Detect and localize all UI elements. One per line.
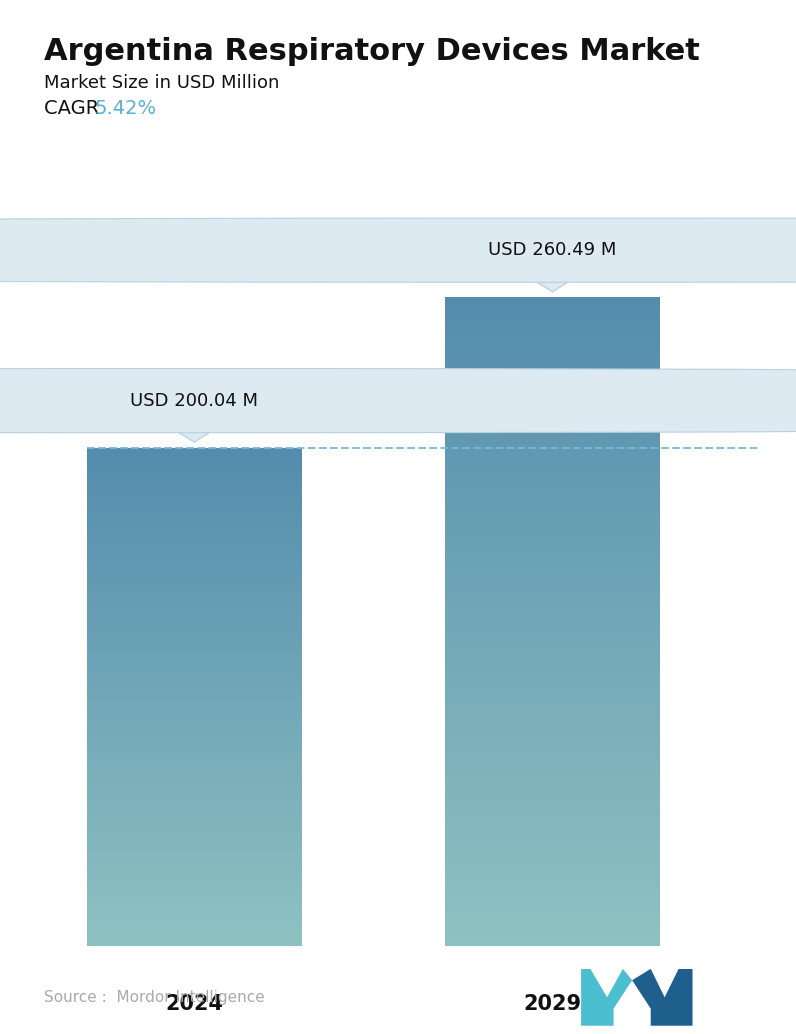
Text: 5.42%: 5.42% [95,99,157,118]
Text: 2024: 2024 [166,994,223,1014]
Text: Source :  Mordor Intelligence: Source : Mordor Intelligence [44,990,264,1005]
Polygon shape [632,969,693,1026]
FancyBboxPatch shape [0,368,796,432]
Polygon shape [529,277,576,292]
Polygon shape [581,969,632,1026]
Text: 2029: 2029 [523,994,582,1014]
Text: CAGR: CAGR [44,99,105,118]
Text: Market Size in USD Million: Market Size in USD Million [44,74,279,92]
FancyBboxPatch shape [0,218,796,282]
Polygon shape [171,428,217,442]
Text: USD 260.49 M: USD 260.49 M [488,241,617,260]
Text: USD 200.04 M: USD 200.04 M [131,392,258,409]
Text: Argentina Respiratory Devices Market: Argentina Respiratory Devices Market [44,37,700,66]
